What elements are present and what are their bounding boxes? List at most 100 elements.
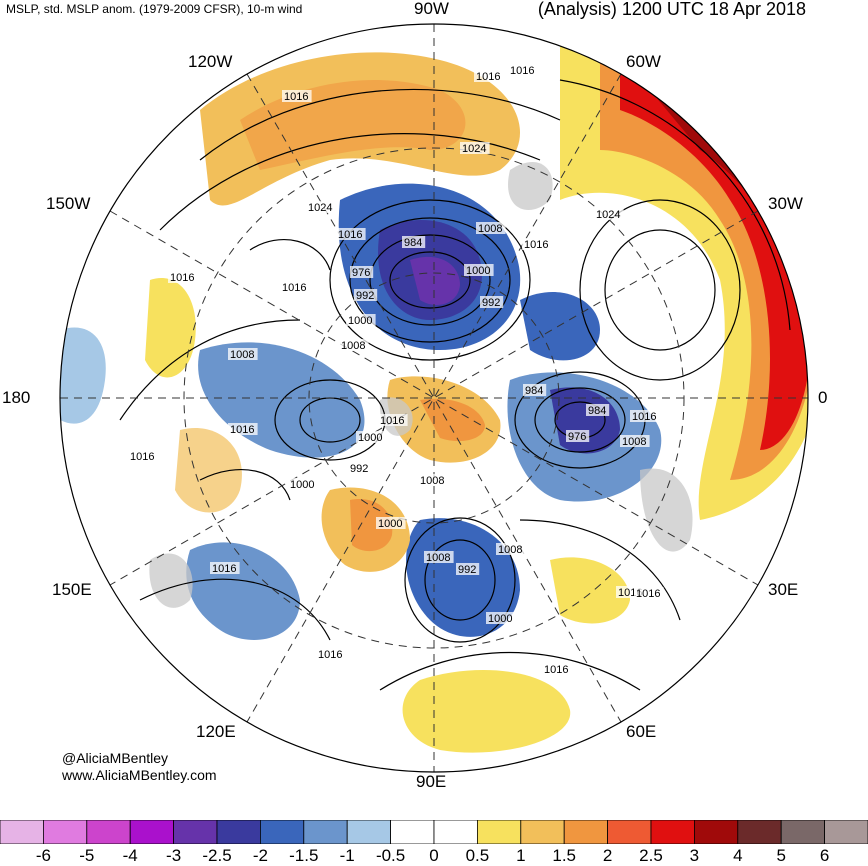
colorbar-tick-label: -2.5: [202, 846, 232, 865]
colorbar-tick-label: 1: [516, 846, 526, 865]
isobar-label-bg: [402, 236, 426, 248]
isobar-label-bg: [566, 430, 590, 442]
isobar-label-bg: [418, 474, 448, 486]
isobar-label-bg: [620, 435, 650, 447]
isobar-label-bg: [460, 142, 490, 154]
isobar-label: 1016: [284, 91, 308, 103]
header-right-title: (Analysis) 1200 UTC 18 Apr 2018: [537, 0, 806, 19]
isobar-label-bg: [586, 404, 610, 416]
lon-label-180: 180: [2, 388, 31, 407]
colorbar-swatch: [86, 820, 131, 844]
colorbar-tick-label: -1: [339, 846, 355, 865]
isobar-label: 1000: [358, 432, 382, 444]
isobar-label-bg: [280, 281, 310, 293]
isobar-label: 992: [350, 463, 368, 475]
lon-label-30w: 30W: [768, 194, 803, 213]
isobar-label: 1016: [212, 563, 236, 575]
isobar-label-bg: [306, 201, 336, 213]
colorbar-swatch: [43, 820, 88, 844]
isobar-label: 1000: [378, 518, 402, 530]
isobar-label: 1000: [348, 315, 372, 327]
isobar-label: 1008: [341, 340, 365, 352]
isobar-label-bg: [210, 562, 240, 574]
colorbar-tick-label: -6: [35, 846, 51, 865]
isobar-label-bg: [228, 423, 258, 435]
isobar-label: 1016: [636, 588, 660, 600]
isobar-label: 1016: [230, 424, 254, 436]
isobar-label: 976: [352, 267, 370, 279]
isobar-label: 1008: [426, 552, 450, 564]
colorbar-tick-label: 0.5: [465, 846, 490, 865]
lon-label-60w: 60W: [626, 52, 661, 71]
isobar-label-bg: [634, 587, 664, 599]
isobar-label: 1000: [488, 613, 512, 625]
isobar-label: 1016: [510, 65, 534, 77]
isobar-label-bg: [424, 551, 454, 563]
lon-label-0: 0: [818, 388, 828, 407]
isobar-label-bg: [486, 612, 516, 624]
isobar-label: 1024: [596, 209, 620, 221]
header-left-title: MSLP, std. MSLP anom. (1979-2009 CFSR), …: [6, 2, 303, 16]
credit-handle: @AliciaMBentley: [62, 750, 169, 766]
isobar-label-bg: [474, 70, 504, 82]
colorbar-swatch: [303, 820, 348, 844]
colorbar-tick-label: 4: [733, 846, 743, 865]
lon-label-30e: 30E: [768, 580, 799, 599]
isobar-label: 992: [356, 290, 374, 302]
colorbar: [0, 820, 868, 844]
isobar-label: 1016: [524, 239, 548, 251]
map-boundary: [59, 23, 809, 773]
isobar-label-bg: [523, 384, 547, 396]
credit-block: @AliciaMBentley www.AliciaMBentley.com: [62, 750, 217, 784]
isobar-label-bg: [456, 563, 480, 575]
isobar-label-bg: [542, 663, 572, 675]
colorbar-tick-label: 3: [689, 846, 700, 865]
isobar-label-bg: [128, 450, 158, 462]
isobar-label-bg: [288, 478, 318, 490]
colorbar-swatch: [390, 820, 435, 844]
colorbar-tick-label: -2: [252, 846, 268, 865]
isobar-label-bg: [496, 543, 526, 555]
isobar-label: 1016: [632, 411, 656, 423]
credit-site: www.AliciaMBentley.com: [62, 767, 217, 783]
isobar-label-bg: [378, 414, 408, 426]
isobar-label-bg: [354, 289, 378, 301]
lon-label-150w: 150W: [46, 194, 91, 213]
colorbar-tick-label: 2: [602, 846, 613, 865]
isobar-label: 1024: [462, 143, 486, 155]
isobar-label: 1008: [230, 349, 254, 361]
isobar-label: 1008: [478, 223, 502, 235]
isobar-label-bg: [339, 339, 369, 351]
colorbar-swatch: [173, 820, 218, 844]
colorbar-tick-label: -3: [166, 846, 182, 865]
graticule: [60, 24, 808, 772]
isobar-label-bg: [348, 462, 372, 474]
land-mask: [149, 161, 693, 608]
isobar-label: 1000: [466, 265, 490, 277]
colorbar-swatch: [650, 820, 695, 844]
lon-label-120e: 120E: [196, 722, 236, 741]
isobar-label-bg: [350, 266, 374, 278]
colorbar-swatch: [216, 820, 261, 844]
isobar-label-bg: [316, 648, 346, 660]
isobar-label-bg: [356, 431, 386, 443]
colorbar-tick-label: -0.5: [375, 846, 406, 865]
colorbar-tick-label: 1.5: [552, 846, 577, 865]
colorbar-swatch: [346, 820, 392, 844]
isobar-value-labels: 1016 1016 1016 1024 1024 1016 984 1008 1016 1024 1…: [128, 64, 664, 676]
isobar-label-bg: [168, 271, 198, 283]
isobar-label: 984: [404, 237, 422, 249]
isobar-label: 1016: [130, 451, 154, 463]
isobar-label: 1016: [170, 272, 194, 284]
polar-stereographic-map: 1016 1016 1016 1024 1024 1016 984 1008 1016 1024 1…: [59, 23, 809, 773]
colorbar-tick-label: -4: [122, 846, 138, 865]
isobar-label: 992: [458, 564, 476, 576]
isobar-label-bg: [522, 238, 552, 250]
colorbar-swatch: [476, 820, 522, 844]
isobar-label-bg: [594, 208, 624, 220]
colorbar-tick-label: 0: [429, 846, 439, 865]
isobar-label-bg: [282, 90, 312, 102]
isobar-label: 992: [482, 297, 500, 309]
isobar-label-bg: [508, 64, 538, 76]
isobar-label: 1008: [622, 436, 646, 448]
